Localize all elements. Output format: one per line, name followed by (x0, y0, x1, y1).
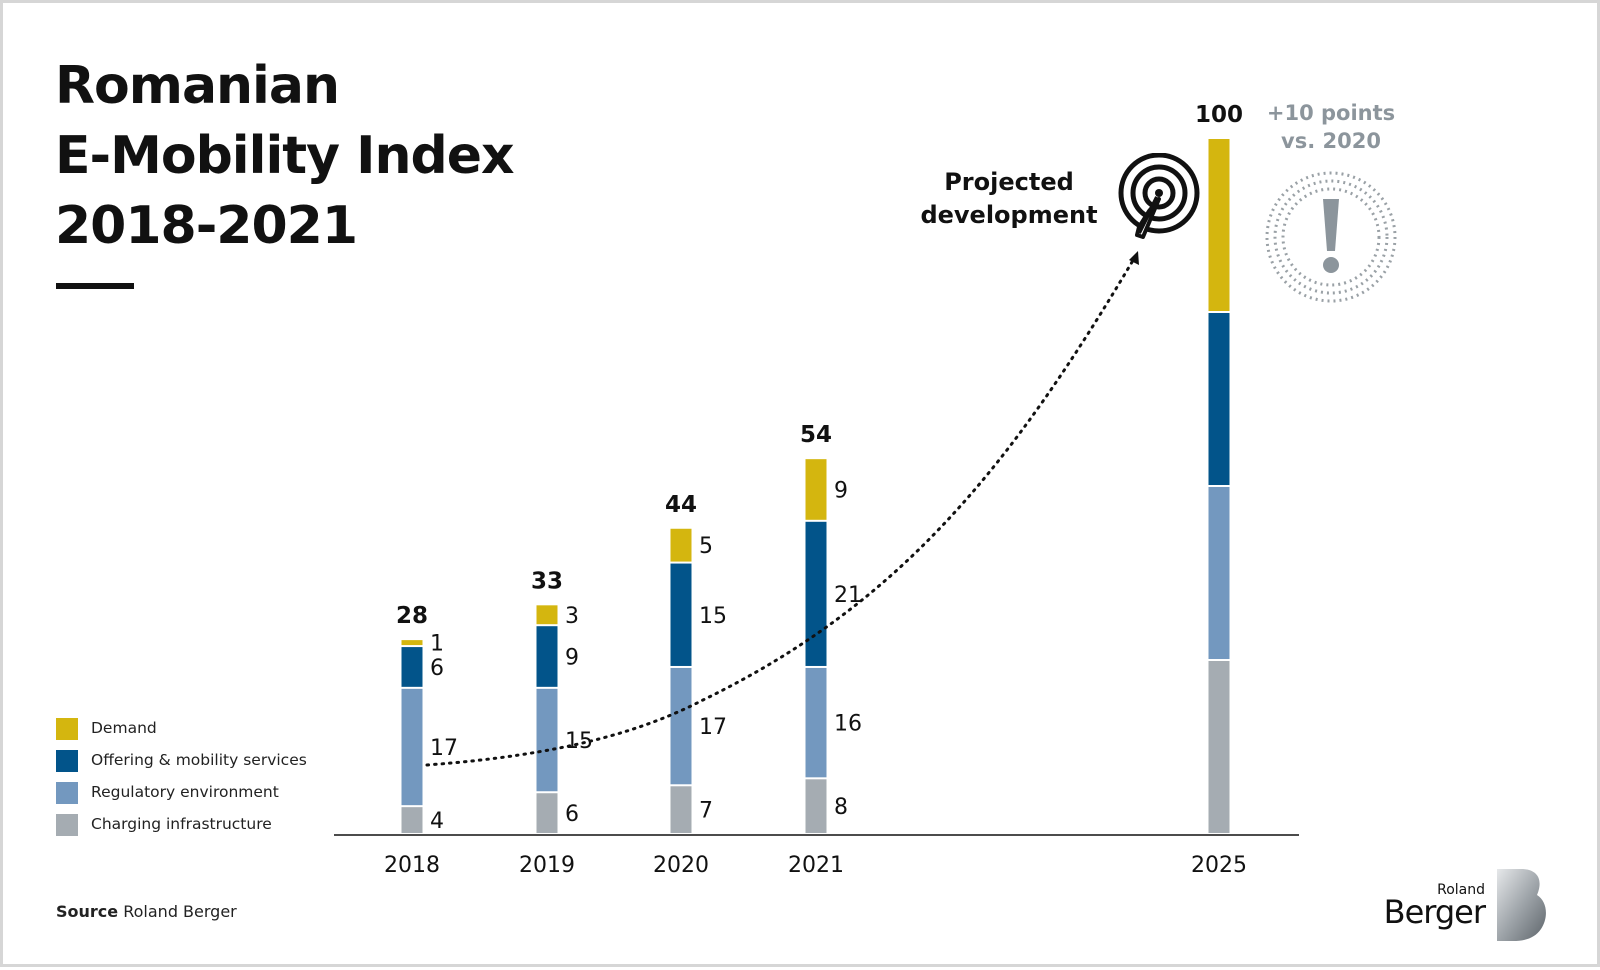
bar-2025-offering-mobility-services (1208, 313, 1230, 485)
segment-label-2018-regulatory-environment: 17 (430, 736, 458, 761)
x-tick-label-2019: 2019 (519, 853, 575, 878)
legend-label-charging: Charging infrastructure (91, 815, 272, 833)
bar-2025-regulatory-environment (1208, 487, 1230, 659)
source-prefix: Source (56, 902, 119, 921)
bar-2020-regulatory-environment (670, 667, 692, 785)
segment-label-2019-regulatory-environment: 15 (565, 729, 593, 754)
bar-2018-regulatory-environment (401, 688, 423, 806)
segment-label-2019-offering-mobility-services: 9 (565, 646, 579, 671)
projected-line-2: development (920, 201, 1098, 229)
legend-swatch-demand (56, 718, 78, 740)
roland-berger-b-logo-icon (1497, 869, 1546, 941)
projected-line-1: Projected (944, 168, 1074, 196)
bar-2020-charging-infrastructure (670, 786, 692, 833)
segment-label-2021-charging-infrastructure: 8 (834, 795, 848, 820)
projected-development-label: Projected development (903, 166, 1115, 232)
x-tick-label-2020: 2020 (653, 853, 709, 878)
bar-2019-regulatory-environment (536, 688, 558, 792)
total-label-2020: 44 (665, 492, 697, 518)
x-tick-label-2021: 2021 (788, 853, 844, 878)
segment-label-2021-regulatory-environment: 16 (834, 712, 862, 737)
bar-2019-offering-mobility-services (536, 626, 558, 687)
roland-berger-logo-text: Roland Berger (1383, 882, 1486, 931)
total-label-2021: 54 (800, 422, 832, 448)
bar-2020-offering-mobility-services (670, 563, 692, 666)
segment-label-2018-offering-mobility-services: 6 (430, 656, 444, 681)
title-line-1: Romanian (55, 56, 340, 116)
segment-label-2021-demand: 9 (834, 478, 848, 503)
title-underline (56, 283, 134, 289)
segment-label-2020-offering-mobility-services: 15 (699, 604, 727, 629)
bar-2025-demand (1208, 139, 1230, 311)
x-tick-label-2025: 2025 (1191, 853, 1247, 878)
bar-2018-demand (401, 640, 423, 646)
segment-label-2018-charging-infrastructure: 4 (430, 809, 444, 834)
total-label-2025: 100 (1195, 102, 1243, 128)
legend-swatch-offering (56, 750, 78, 772)
bar-2018-offering-mobility-services (401, 647, 423, 687)
source-text: Roland Berger (123, 902, 237, 921)
bar-2019-charging-infrastructure (536, 793, 558, 833)
bar-2025-charging-infrastructure (1208, 661, 1230, 833)
bar-2020-demand (670, 528, 692, 562)
legend-label-demand: Demand (91, 719, 157, 737)
total-label-2018: 28 (396, 603, 428, 629)
segment-label-2018-demand: 1 (430, 632, 444, 657)
bar-2019-demand (536, 605, 558, 625)
exclamation-circle-icon (1265, 171, 1397, 303)
note-plus-10-points: +10 points vs. 2020 (1231, 99, 1431, 155)
total-label-2019: 33 (531, 568, 563, 594)
segment-label-2020-demand: 5 (699, 534, 713, 559)
legend-swatch-charging (56, 814, 78, 836)
projected-development-arrow (425, 255, 1137, 767)
bar-2021-regulatory-environment (805, 667, 827, 778)
title-line-3: 2018-2021 (55, 196, 358, 256)
legend-swatch-regulatory (56, 782, 78, 804)
target-icon (1118, 153, 1200, 239)
logo-big-text: Berger (1383, 893, 1486, 931)
legend-label-offering: Offering & mobility services (91, 751, 307, 769)
legend-label-regulatory: Regulatory environment (91, 783, 279, 801)
note-line-1: +10 points (1266, 101, 1396, 125)
segment-label-2020-charging-infrastructure: 7 (699, 799, 713, 824)
bar-2021-demand (805, 459, 827, 520)
bar-2021-offering-mobility-services (805, 521, 827, 666)
title-line-2: E-Mobility Index (55, 126, 515, 186)
bar-2021-charging-infrastructure (805, 779, 827, 833)
x-tick-label-2018: 2018 (384, 853, 440, 878)
bar-2018-charging-infrastructure (401, 807, 423, 833)
projected-arrow-head (1129, 251, 1139, 265)
source-note: Source Roland Berger (56, 902, 237, 921)
segment-label-2019-charging-infrastructure: 6 (565, 802, 579, 827)
stacked-bar-chart: 4176128201861593332019717155442020816219… (334, 102, 1299, 878)
note-line-2: vs. 2020 (1281, 129, 1381, 153)
logo-small-text: Roland (1437, 882, 1485, 898)
segment-label-2020-regulatory-environment: 17 (699, 715, 727, 740)
chart-title: Romanian E-Mobility Index 2018-2021 (55, 51, 515, 261)
segment-label-2019-demand: 3 (565, 604, 579, 629)
